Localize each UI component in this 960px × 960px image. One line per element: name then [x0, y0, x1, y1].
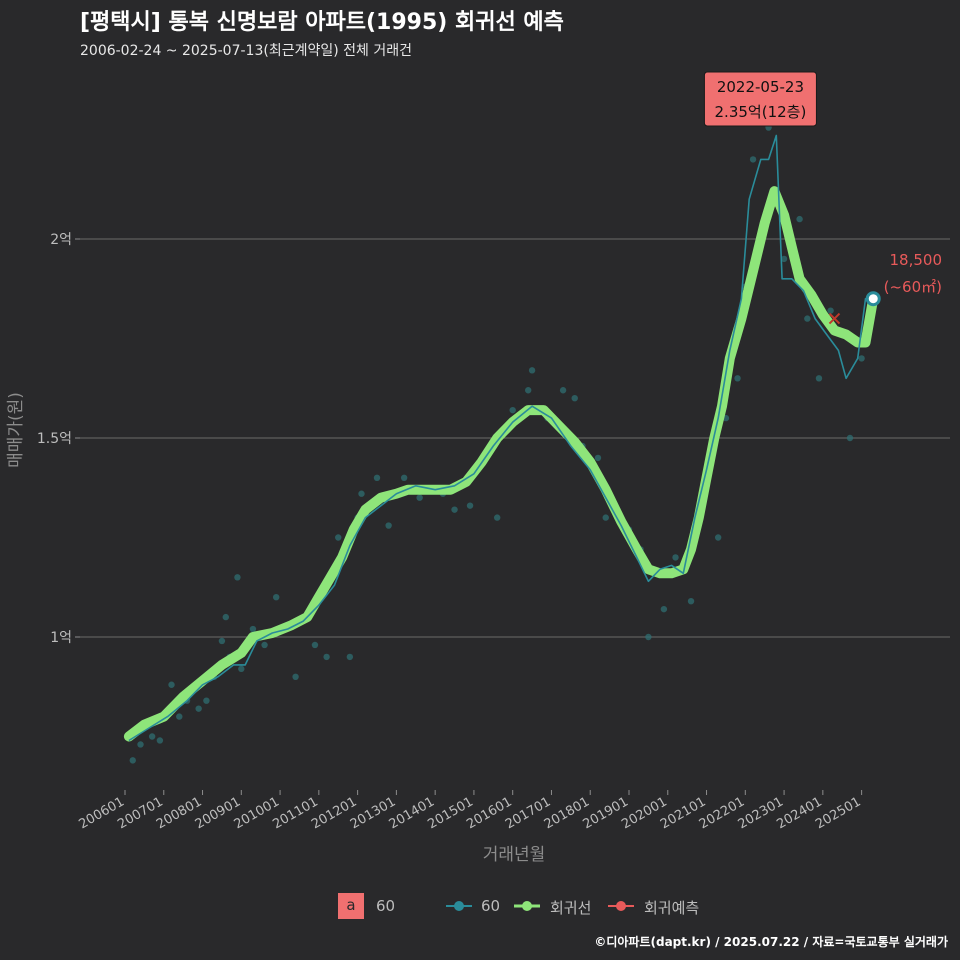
regression-line: [123, 186, 879, 742]
scatter-point: [509, 406, 516, 414]
y-tick-labels: 1억 1.5억 2억: [37, 232, 80, 646]
max-annotation-value: 2.35억(12층): [715, 103, 807, 121]
legend-line-60-key: [446, 901, 472, 911]
scatter-point: [168, 681, 175, 688]
scatter-point: [176, 713, 183, 720]
series-60-line: [128, 134, 874, 742]
x-tick-labels: 2006012007012008012009012010012011012012…: [77, 790, 864, 832]
scatter-point: [373, 474, 381, 481]
last-value-label: 18,500: [890, 251, 943, 269]
source-caption: ©디아파트(dapt.kr) / 2025.07.22 / 자료=국토교통부 실…: [594, 935, 948, 949]
scatter-point: [385, 522, 392, 529]
scatter-point: [749, 156, 757, 163]
scatter-point: [292, 673, 299, 680]
scatter-point: [273, 594, 280, 601]
scatter-point: [323, 653, 330, 661]
scatter-point: [416, 494, 423, 501]
scatter-point: [249, 625, 257, 633]
legend-area-key: a: [338, 893, 364, 919]
scatter-point: [129, 757, 136, 764]
scatter-point: [796, 215, 803, 223]
scatter-point: [827, 307, 834, 314]
annotations: 2022-05-23 2.35억(12층) 18,500 (~60㎡): [703, 71, 943, 296]
scatter-point: [234, 574, 241, 581]
scatter-point: [734, 375, 741, 382]
last-point-marker: [865, 291, 881, 307]
scatter-point: [780, 255, 788, 263]
chart-title: [평택시] 통복 신명보람 아파트(1995) 회귀선 예측: [80, 10, 564, 35]
scatter-point: [261, 641, 268, 649]
scatter-point: [335, 534, 342, 541]
scatter-point: [594, 454, 602, 462]
scatter-point: [466, 502, 474, 509]
chart-subtitle: 2006-02-24 ~ 2025-07-13(최근계약일) 전체 거래건: [80, 43, 412, 59]
scatter-point: [672, 554, 679, 561]
scatter-point: [645, 633, 652, 641]
y-tick-label: 1억: [50, 630, 72, 646]
legend: a 60 60 회귀선 회귀예측: [0, 892, 960, 922]
scatter-point: [148, 733, 156, 740]
legend-regression-label: 회귀선: [550, 899, 592, 917]
scatter-point: [559, 387, 567, 394]
scatter-point: [311, 641, 319, 649]
scatter-point: [660, 605, 668, 613]
x-axis-label: 거래년월: [483, 845, 546, 865]
scatter-point: [571, 395, 578, 402]
legend-forecast-label: 회귀예측: [644, 899, 700, 917]
scatter-point: [525, 387, 532, 394]
max-annotation-box: [703, 71, 817, 127]
scatter-point: [804, 315, 811, 322]
scatter-point: [602, 514, 609, 521]
scatter-point: [815, 375, 823, 382]
scatter-point: [218, 637, 226, 645]
legend-forecast-key: [608, 901, 634, 911]
scatter-point: [346, 653, 354, 661]
scatter-point: [493, 514, 501, 521]
max-annotation-date: 2022-05-23: [717, 78, 804, 96]
y-tick-label: 1.5억: [37, 431, 72, 447]
forecast-marker: [828, 312, 841, 325]
last-area-label: (~60㎡): [884, 278, 942, 296]
scatter-point: [156, 737, 164, 744]
scatter-point: [203, 697, 210, 704]
scatter-point: [858, 355, 865, 362]
y-tick-label: 2억: [50, 232, 72, 248]
scatter-point: [222, 613, 229, 621]
scatter-point: [358, 490, 365, 497]
scatter-point: [400, 474, 408, 481]
scatter-point: [687, 597, 695, 605]
scatter-point: [238, 665, 245, 673]
markers: [828, 291, 881, 325]
legend-line-60-label: 60: [481, 897, 501, 915]
grid-lines: [80, 238, 950, 638]
x-tick-label: 202501: [813, 794, 863, 832]
y-axis-label: 매매가(원): [6, 392, 26, 468]
legend-area-label: 60: [376, 897, 396, 915]
scatter-point: [528, 367, 536, 374]
scatter-point: [137, 741, 144, 748]
series-lines: [123, 134, 879, 742]
scatter-point: [451, 506, 458, 513]
scatter-point: [195, 705, 202, 712]
legend-regression-key: [514, 901, 540, 911]
scatter-point: [714, 534, 722, 541]
scatter-point: [846, 434, 854, 442]
